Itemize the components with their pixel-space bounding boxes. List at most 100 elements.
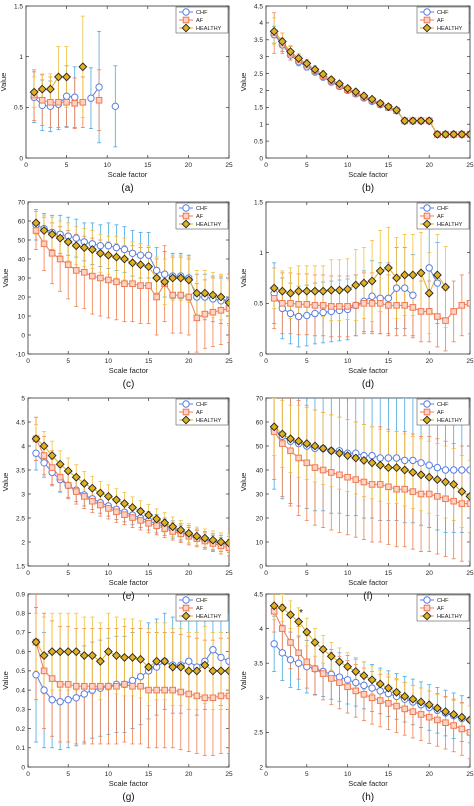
data-point (458, 725, 466, 733)
data-point (392, 105, 401, 115)
data-point (425, 264, 433, 272)
data-point (48, 464, 56, 471)
panel-label: (g) (122, 792, 134, 803)
data-point (95, 656, 105, 666)
data-point (457, 712, 467, 722)
series-line (35, 438, 229, 549)
legend-label: CHF (437, 402, 449, 408)
y-axis-label: Value (239, 473, 248, 492)
data-point (40, 459, 48, 467)
data-point (71, 472, 81, 482)
y-axis-label: Value (1, 269, 10, 288)
data-point (286, 610, 295, 620)
data-point (128, 652, 137, 662)
data-point (318, 286, 328, 296)
data-point (311, 309, 319, 318)
y-tick-label: 0 (21, 332, 25, 339)
y-tick-label: 3.5 (16, 467, 25, 474)
y-axis-label: Value (239, 73, 248, 92)
data-point (465, 491, 470, 501)
x-tick-label: 5 (305, 771, 309, 778)
y-axis-label: Value (239, 671, 248, 690)
x-tick-label: 20 (185, 162, 193, 169)
data-point (295, 649, 302, 657)
y-tick-label: 4 (21, 443, 25, 450)
x-tick-label: 15 (145, 771, 153, 778)
data-point (185, 293, 193, 301)
chart-panel: 0 5 10 15 20 25 0 0.5 1 1.5 2 2.5 3 3.5 4 4.5 Scale fact… (239, 3, 474, 194)
data-point (160, 518, 170, 528)
y-tick-label: 30 (256, 491, 264, 498)
y-tick-label: 4 (259, 20, 263, 27)
data-point (408, 270, 418, 280)
data-point (64, 681, 72, 688)
data-point (113, 682, 120, 690)
y-tick-label: 0.3 (16, 707, 25, 714)
data-point (217, 692, 225, 700)
data-point (368, 694, 376, 702)
data-point (295, 301, 302, 308)
data-point (335, 79, 344, 89)
axes-frame (265, 593, 471, 768)
y-tick-label: 3.5 (254, 37, 263, 44)
data-point (97, 274, 104, 282)
data-point (434, 493, 441, 500)
data-point (303, 459, 311, 467)
data-point (351, 280, 361, 290)
data-point (128, 503, 137, 512)
data-point (336, 303, 343, 310)
data-point (105, 682, 112, 690)
data-point (48, 696, 56, 704)
data-point (47, 647, 57, 657)
data-point (112, 495, 121, 505)
chart-panel: 0 5 10 15 20 25 0 0.5 1 1.5 Scale factor Value (d) CH… (239, 199, 474, 390)
data-point (336, 679, 343, 686)
data-point (72, 267, 80, 274)
legend-marker (423, 8, 431, 16)
x-tick-label: 5 (66, 358, 70, 365)
data-point (177, 688, 185, 696)
data-point (208, 666, 218, 676)
data-point (441, 129, 450, 139)
data-point (201, 310, 209, 318)
data-point (72, 234, 80, 242)
data-point (80, 493, 88, 500)
data-point (441, 477, 450, 487)
y-tick-label: 0 (259, 351, 263, 358)
data-point (400, 691, 410, 701)
data-point (55, 459, 65, 469)
data-point (120, 254, 129, 264)
data-point (225, 657, 229, 665)
data-point (294, 617, 304, 627)
data-point (56, 697, 64, 706)
legend: CHF AF HEALTHY (175, 202, 229, 230)
data-point (32, 671, 40, 679)
data-point (136, 672, 145, 681)
data-point (450, 722, 457, 729)
data-point (368, 684, 376, 692)
x-axis-label: Scale factor (348, 779, 388, 788)
x-tick-label: 20 (426, 771, 434, 778)
data-point (136, 251, 145, 259)
y-tick-label: 50 (18, 237, 26, 244)
data-point (310, 65, 320, 74)
legend-marker (181, 23, 191, 33)
data-point (401, 456, 409, 465)
chart-panel: 0 5 10 15 20 25 1.5 2 2.5 3 3.5 4 4.5 5 Scale factor Va… (1, 395, 233, 602)
data-point (153, 686, 160, 694)
data-point (279, 625, 286, 632)
data-point (63, 466, 73, 476)
data-point (375, 98, 385, 108)
data-point (352, 678, 360, 687)
data-point (457, 129, 467, 139)
legend-label: AF (437, 214, 445, 220)
data-point (359, 671, 369, 681)
x-tick-label: 20 (426, 162, 434, 169)
x-tick-label: 20 (185, 570, 193, 577)
x-tick-label: 25 (225, 570, 233, 577)
y-tick-label: 0.8 (16, 611, 25, 618)
x-tick-label: 20 (426, 570, 434, 577)
y-tick-label: 0.5 (14, 105, 23, 112)
data-point (47, 98, 54, 106)
